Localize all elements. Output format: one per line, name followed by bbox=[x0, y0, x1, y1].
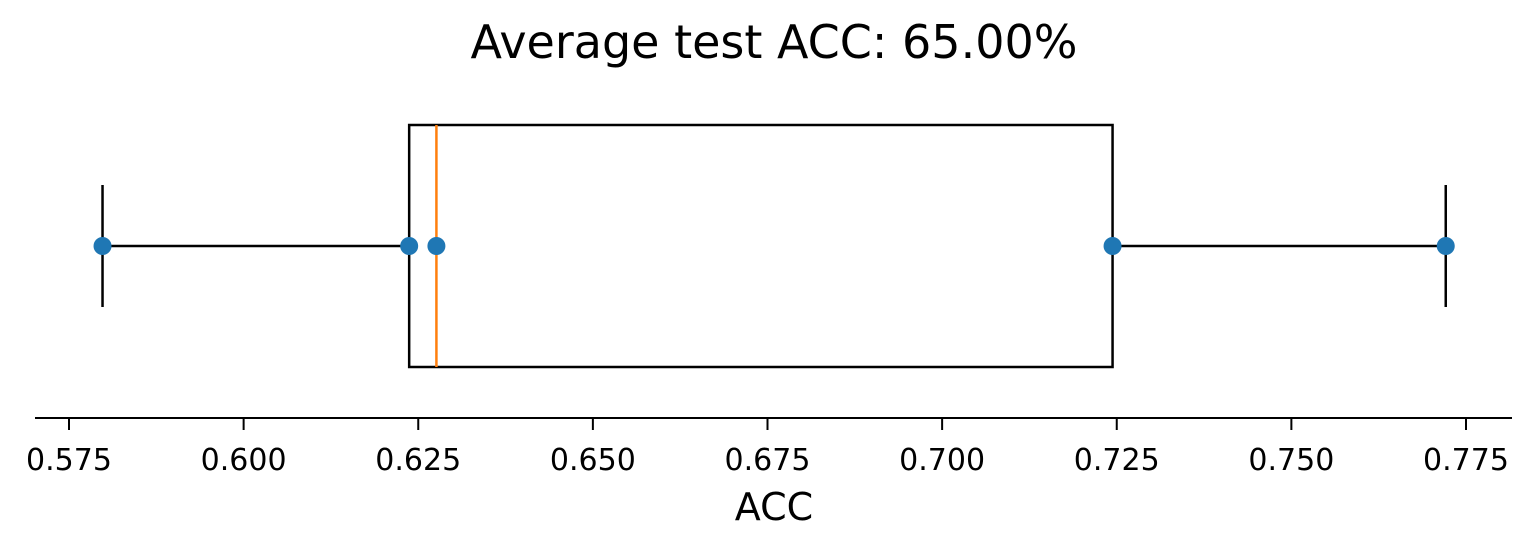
x-axis-label: ACC bbox=[735, 485, 813, 529]
x-tick-label: 0.775 bbox=[1423, 443, 1509, 478]
data-point bbox=[1103, 237, 1122, 255]
iqr-box bbox=[407, 123, 1114, 369]
x-tick-label: 0.600 bbox=[201, 443, 287, 478]
x-tick-label: 0.575 bbox=[26, 443, 112, 478]
data-point bbox=[400, 237, 419, 255]
x-tick-label: 0.650 bbox=[550, 443, 636, 478]
x-tick-label: 0.700 bbox=[899, 443, 985, 478]
x-axis-ticks: 0.575 0.600 0.625 0.650 0.675 0.700 0.725 0.750… bbox=[26, 418, 1509, 478]
plot-area bbox=[93, 123, 1455, 369]
data-point bbox=[1436, 237, 1455, 255]
x-tick-label: 0.675 bbox=[725, 443, 811, 478]
data-point bbox=[427, 237, 446, 255]
x-tick-label: 0.725 bbox=[1074, 443, 1160, 478]
data-point bbox=[93, 237, 112, 255]
x-tick-label: 0.625 bbox=[375, 443, 461, 478]
x-tick-label: 0.750 bbox=[1248, 443, 1334, 478]
chart-title: Average test ACC: 65.00% bbox=[471, 15, 1078, 69]
